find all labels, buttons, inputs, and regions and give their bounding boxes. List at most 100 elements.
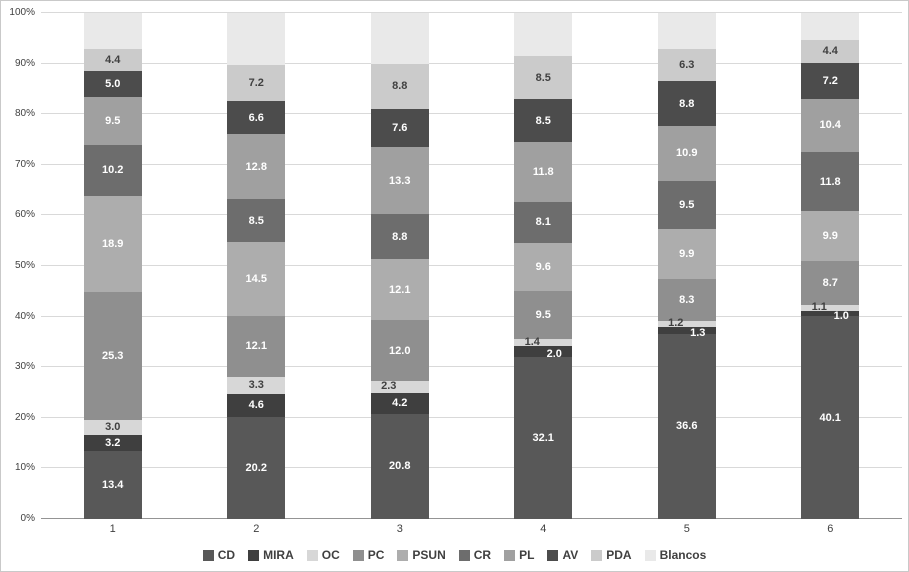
data-label: 6.3 (679, 59, 695, 72)
data-label: 36.6 (676, 420, 698, 433)
bar-segment-AV: 8.5 (514, 99, 573, 143)
data-label: 1.1 (811, 301, 827, 314)
data-label: 7.6 (392, 121, 408, 134)
data-label: 12.1 (245, 340, 267, 353)
stacked-bar-5: 36.6 1.3 1.2 8.3 9.9 9.5 10.9 8.8 6.3 (657, 13, 716, 519)
data-label: 8.5 (535, 71, 551, 84)
bar-segment-PC: 8.3 (657, 279, 716, 322)
bar-segment-PL: 9.5 (83, 96, 142, 145)
bar-segment-Blancos (370, 13, 429, 65)
bar-segment-MIRA: 3.2 (83, 435, 142, 452)
bar-segment-Blancos (83, 13, 142, 49)
data-label: 8.8 (392, 80, 408, 93)
bar-segment-PSUN: 12.1 (370, 258, 429, 321)
data-label: 9.9 (679, 248, 695, 261)
data-label: 12.8 (245, 160, 267, 173)
data-label: 9.5 (105, 114, 121, 127)
data-label: 2.3 (381, 379, 397, 392)
y-axis-tick-label: 40% (14, 310, 35, 322)
data-label: 20.8 (389, 460, 411, 473)
legend-label: PSUN (412, 548, 446, 562)
bar-segment-Blancos (514, 13, 573, 57)
bar-segment-CR: 8.1 (514, 201, 573, 243)
bar-segment-AV: 6.6 (227, 101, 286, 135)
gridline (41, 366, 902, 368)
gridline (41, 315, 902, 317)
gridline (41, 12, 902, 13)
data-label: 8.8 (679, 97, 695, 110)
gridline (41, 214, 902, 216)
legend-swatch-icon (352, 549, 364, 561)
data-label: 12.1 (389, 283, 411, 296)
stacked-bar-2: 20.2 4.6 3.3 12.1 14.5 8.5 12.8 6.6 7.2 (227, 13, 286, 519)
bar-segment-PL: 10.9 (657, 125, 716, 181)
legend-label: PL (519, 548, 535, 562)
data-label: 25.3 (102, 349, 124, 362)
data-label: 4.4 (822, 45, 838, 58)
bar-segment-CD: 40.1 (801, 316, 860, 519)
bar-segment-PSUN: 9.6 (514, 242, 573, 292)
bar-segment-CR: 9.5 (657, 181, 716, 230)
x-axis-category-label: 1 (109, 523, 116, 535)
data-label: 8.5 (535, 114, 551, 127)
data-label: 13.3 (389, 174, 411, 187)
bar-segment-PDA: 6.3 (657, 49, 716, 82)
data-label: 1.3 (690, 326, 706, 339)
bar-segment-PC: 8.7 (801, 261, 860, 306)
bar-segment-PSUN: 9.9 (657, 229, 716, 280)
bar-segment-Blancos (801, 13, 860, 41)
bar-segment-PDA: 4.4 (83, 48, 142, 72)
data-label: 7.2 (822, 74, 838, 87)
y-axis-tick-label: 20% (14, 411, 35, 423)
legend-item-Blancos: Blancos (644, 548, 707, 562)
stacked-bar-3: 20.8 4.2 2.3 12.0 12.1 8.8 13.3 7.6 8.8 (370, 13, 429, 519)
data-label: 18.9 (102, 238, 124, 250)
y-axis-tick-label: 90% (14, 57, 35, 69)
bar-segment-MIRA: 4.6 (227, 393, 286, 417)
bar-segment-MIRA: 2.0 (514, 346, 573, 360)
gridline (41, 62, 902, 64)
data-label: 20.2 (245, 461, 267, 474)
bar-segment-OC: 3.0 (83, 419, 142, 436)
legend-swatch-icon (504, 549, 516, 561)
bar-segment-AV: 7.6 (370, 108, 429, 148)
legend-swatch-icon (591, 549, 603, 561)
data-label: 9.9 (822, 230, 838, 243)
x-axis-category-label: 5 (683, 523, 690, 535)
bar-segment-PDA: 7.2 (227, 64, 286, 102)
data-label: 4.2 (392, 397, 408, 410)
bar-segment-MIRA: 4.2 (370, 392, 429, 414)
legend: CD MIRA OC PC PSUN CR PL AV PDA Blancos (1, 548, 908, 562)
legend-item-PL: PL (504, 548, 534, 562)
data-label: 8.1 (535, 216, 551, 229)
legend-swatch-icon (644, 549, 656, 561)
y-axis-tick-label: 100% (9, 7, 35, 18)
bar-segment-AV: 7.2 (801, 62, 860, 100)
bar-segment-MIRA: 1.0 (801, 310, 860, 322)
bar-segment-OC: 1.1 (801, 301, 860, 313)
legend-label: CD (217, 548, 236, 562)
legend-label: PDA (606, 548, 632, 562)
y-axis-tick-label: 70% (14, 158, 35, 170)
data-label: 14.5 (245, 272, 267, 285)
data-label: 8.8 (392, 230, 408, 243)
legend-swatch-icon (202, 549, 214, 561)
legend-item-PSUN: PSUN (397, 548, 446, 562)
legend-label: Blancos (659, 548, 707, 562)
y-axis-tick-label: 80% (14, 108, 35, 120)
bar-segment-PSUN: 14.5 (227, 242, 286, 316)
gridline (41, 416, 902, 418)
data-label: 9.6 (535, 261, 551, 274)
x-axis-category-label: 6 (827, 523, 834, 535)
bar-segment-CR: 10.2 (83, 144, 142, 197)
bar-segment-CD: 20.2 (227, 416, 286, 519)
data-label: 7.2 (248, 76, 264, 89)
bar-segment-OC: 3.3 (227, 376, 286, 394)
legend-item-CD: CD (202, 548, 236, 562)
data-label: 11.8 (819, 175, 841, 188)
bar-segment-PL: 10.4 (801, 99, 860, 152)
bar-segment-CD: 13.4 (83, 451, 142, 519)
data-label: 10.2 (102, 164, 124, 177)
bar-segment-PDA: 8.5 (514, 56, 573, 100)
data-label: 1.2 (668, 317, 684, 330)
